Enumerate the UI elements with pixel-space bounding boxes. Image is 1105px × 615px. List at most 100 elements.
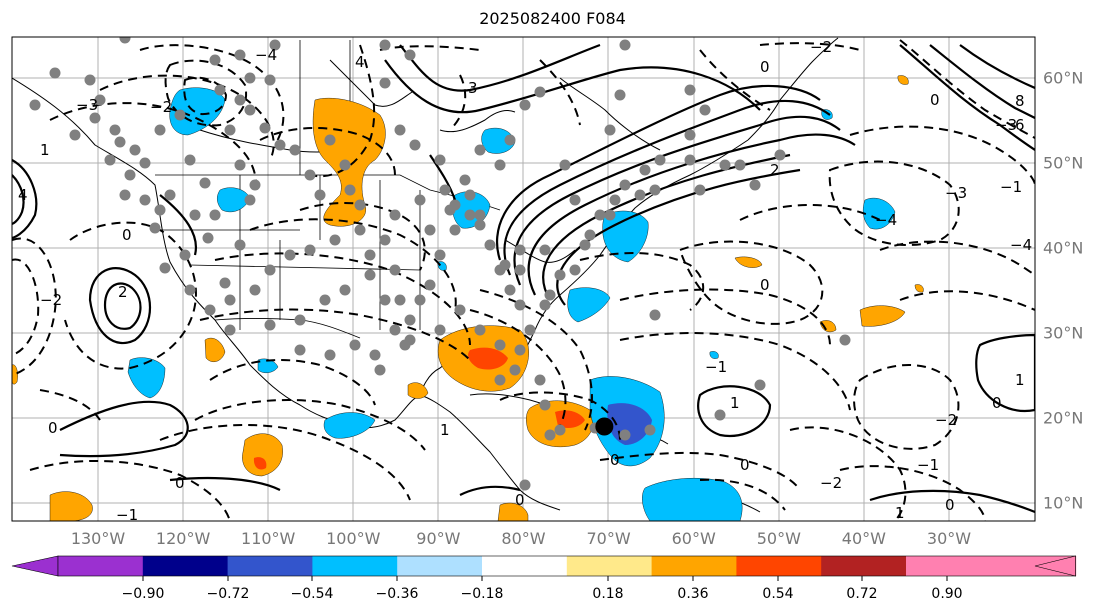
latitude-label: 40°N	[1043, 238, 1084, 258]
station-dot	[649, 309, 661, 321]
longitude-label: 30°W	[926, 529, 972, 548]
station-dot	[379, 39, 391, 51]
contour-label: 0	[610, 451, 620, 469]
latitude-label: 20°N	[1043, 408, 1084, 428]
station-dot	[554, 424, 566, 436]
shade-cyan	[323, 412, 376, 439]
shade-orange	[204, 337, 226, 363]
station-dot	[394, 294, 406, 306]
station-dot	[304, 169, 316, 181]
contour-label: 2	[770, 161, 780, 179]
station-dot	[129, 144, 141, 156]
contour-labels: 2 0 −2 −3 4 3 1 0 0 1 0 −2 −1 0 −2 0 1 0…	[18, 38, 1032, 521]
colorbar-segment	[906, 556, 992, 576]
station-dot	[249, 284, 261, 296]
station-dot	[424, 224, 436, 236]
station-dot	[539, 244, 551, 256]
station-dot	[202, 232, 214, 244]
contour-label: −2	[935, 411, 957, 429]
colorbar-segment	[482, 556, 568, 576]
station-dot	[344, 184, 356, 196]
shade-orange	[242, 433, 283, 477]
colorbar-tick-label: 0.90	[931, 586, 963, 602]
colorbar-tick-label: 0.54	[762, 586, 794, 602]
station-dot	[284, 249, 296, 261]
station-dot	[364, 249, 376, 261]
station-dot	[494, 374, 506, 386]
station-dot	[569, 194, 581, 206]
contour-label: −2	[150, 98, 172, 116]
station-dot	[49, 67, 61, 79]
station-dot	[719, 159, 731, 171]
station-dot	[684, 84, 696, 96]
station-dot	[494, 339, 506, 351]
contour-label: −3	[76, 96, 98, 114]
station-dot	[644, 424, 656, 436]
latitude-label: 50°N	[1043, 153, 1084, 173]
contour-label: 0	[175, 474, 185, 492]
station-dot	[474, 144, 486, 156]
station-dot	[339, 284, 351, 296]
contour-label: −3	[995, 116, 1017, 134]
colorbar	[11, 555, 1077, 581]
station-dot	[604, 124, 616, 136]
station-dot	[234, 94, 246, 106]
dashed-contours	[12, 39, 1035, 521]
station-dot	[534, 86, 546, 98]
station-dot	[754, 379, 766, 391]
station-dot	[514, 264, 526, 276]
shade-cyan	[127, 357, 166, 399]
station-dot	[519, 479, 531, 491]
contour-label: −1	[917, 456, 939, 474]
station-dot	[249, 179, 261, 191]
station-dot	[29, 99, 41, 111]
station-dot	[204, 304, 216, 316]
shade-blue	[607, 403, 652, 445]
station-dot	[524, 324, 536, 336]
longitude-label: 130°W	[70, 529, 126, 548]
shade-red	[555, 410, 585, 428]
contour-label: 0	[740, 456, 750, 474]
station-dot	[234, 239, 246, 251]
station-dot	[124, 169, 136, 181]
station-dot	[234, 49, 246, 61]
contour-label: 4	[355, 53, 365, 71]
station-dot	[439, 184, 451, 196]
station-dot	[464, 209, 476, 221]
contour-label: −4	[875, 211, 897, 229]
colorbar-tick-label: −0.18	[460, 586, 504, 602]
station-dot	[639, 164, 651, 176]
shade-cyan	[217, 187, 251, 213]
colorbar-tick-label: 0.72	[846, 586, 878, 602]
station-dot	[199, 177, 211, 189]
station-dot	[244, 104, 256, 116]
contour-label: 0	[760, 276, 770, 294]
longitude-label: 70°W	[586, 529, 631, 548]
station-dot	[159, 262, 171, 274]
station-dot	[514, 244, 526, 256]
station-dot	[609, 194, 621, 206]
station-dot	[319, 294, 331, 306]
station-dot	[109, 124, 121, 136]
station-dot	[579, 239, 591, 251]
station-dot	[224, 294, 236, 306]
station-dot	[289, 144, 301, 156]
station-dot	[224, 124, 236, 136]
shade-cyan	[481, 127, 516, 154]
station-dot	[619, 429, 631, 441]
station-dot	[459, 174, 471, 186]
station-dot	[654, 154, 666, 166]
station-dot	[329, 234, 341, 246]
station-dot	[494, 159, 506, 171]
station-dot	[584, 229, 596, 241]
colorbar-tick-label: −0.36	[375, 586, 419, 602]
contour-label: −2	[820, 474, 842, 492]
shade-cyan	[642, 478, 743, 521]
station-dot	[209, 209, 221, 221]
contour-label: −1	[1000, 178, 1022, 196]
station-dot	[214, 84, 226, 96]
station-dot	[554, 269, 566, 281]
contour-label: 0	[760, 58, 770, 76]
station-points	[29, 37, 851, 491]
latitude-label: 30°N	[1043, 323, 1084, 343]
